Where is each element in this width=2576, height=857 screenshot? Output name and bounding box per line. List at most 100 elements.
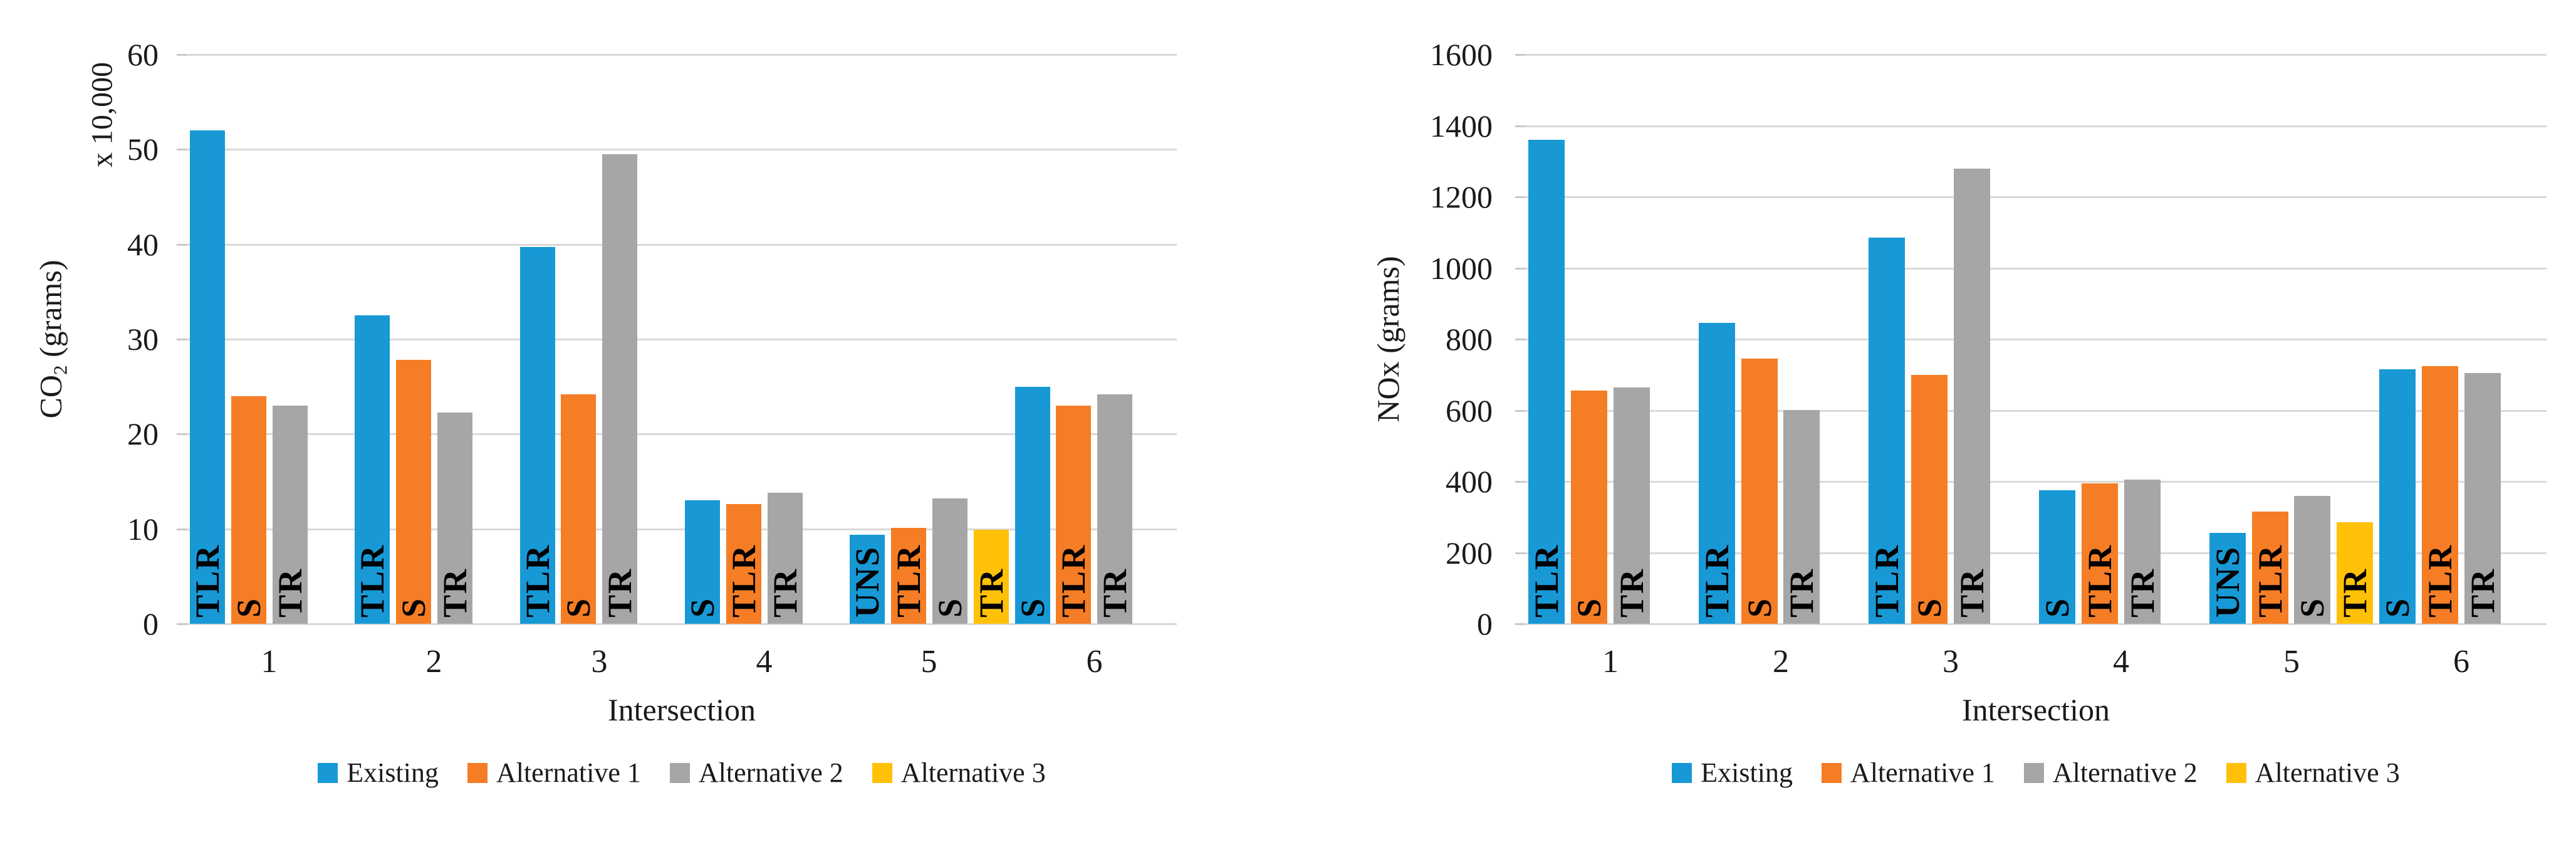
- bar-label: TLR: [725, 544, 763, 618]
- bar-intersection-2-tlr: TLR: [1698, 323, 1736, 624]
- bar-intersection-1-tr: TR: [1613, 387, 1650, 624]
- bar-intersection-1-tr: TR: [271, 406, 309, 624]
- legend-item-alternative-3: Alternative 3: [2226, 755, 2400, 791]
- y-axis-tick-label: 800: [1446, 322, 1493, 357]
- bar-label: S: [684, 597, 721, 618]
- bar-intersection-5-tr: TR: [973, 530, 1010, 624]
- gridline: [187, 244, 1177, 246]
- gridline: [1525, 481, 2547, 483]
- bar-label: UNS: [848, 545, 886, 618]
- bar-intersection-1-s: S: [230, 396, 268, 624]
- bar-intersection-5-s: S: [2293, 496, 2331, 624]
- y-axis-tick-label: 400: [1446, 464, 1493, 499]
- bar-intersection-6-tlr: TLR: [1055, 406, 1092, 624]
- bar-intersection-3-s: S: [560, 394, 597, 624]
- y-axis-tick-mark: [1515, 268, 1525, 270]
- y-axis-tick-mark: [1515, 54, 1525, 56]
- bar-label: TR: [973, 567, 1010, 618]
- bar-intersection-6-s: S: [1014, 387, 1051, 624]
- y-axis-title-text: CO: [33, 375, 68, 419]
- x-axis-tick-label: 3: [591, 644, 608, 680]
- x-axis-tick-label: 2: [425, 644, 442, 680]
- y-axis-tick-mark: [177, 623, 187, 625]
- bar-label: TLR: [189, 544, 226, 618]
- bar-intersection-5-tr: TR: [2336, 522, 2374, 624]
- x-axis-tick-label: 4: [756, 644, 773, 680]
- gridline: [1525, 410, 2547, 412]
- legend-item-alternative-2: Alternative 2: [2023, 755, 2198, 791]
- bar-intersection-2-tlr: TLR: [353, 315, 391, 624]
- bar-label: TLR: [1698, 544, 1736, 618]
- y-axis-tick-mark: [177, 433, 187, 435]
- bar-label: TLR: [2251, 544, 2289, 618]
- y-axis-tick-mark: [177, 149, 187, 150]
- bar-label: TLR: [353, 544, 391, 618]
- bar-label: TLR: [1528, 544, 1565, 618]
- gridline: [1525, 623, 2547, 625]
- bar-intersection-3-tlr: TLR: [1868, 238, 1906, 624]
- legend-swatch-icon: [2023, 763, 2044, 783]
- x-axis-tick-label: 2: [1773, 644, 1789, 680]
- y-axis-tick-label: 30: [127, 322, 159, 357]
- bar-intersection-3-tlr: TLR: [519, 247, 556, 624]
- bar-intersection-2-s: S: [1741, 359, 1778, 624]
- bar-label: S: [1014, 597, 1051, 618]
- y-axis-tick-mark: [1515, 410, 1525, 412]
- x-axis-tick-label: 5: [920, 644, 937, 680]
- bar-intersection-6-tr: TR: [1096, 394, 1134, 624]
- gridline: [1525, 125, 2547, 127]
- bar-label: TR: [1613, 567, 1650, 618]
- gridline: [187, 54, 1177, 56]
- y-axis-tick-label: 0: [143, 606, 159, 641]
- x-axis-tick-label: 6: [2453, 644, 2469, 680]
- bar-label: S: [230, 597, 268, 618]
- y-axis-tick-mark: [1515, 623, 1525, 625]
- x-axis-title: Intersection: [1961, 692, 2110, 727]
- gridline: [1525, 54, 2547, 56]
- y-axis-tick-mark: [1515, 339, 1525, 340]
- legend-label: Alternative 2: [698, 757, 843, 788]
- y-axis-tick-label: 20: [127, 416, 159, 451]
- bar-intersection-6-s: S: [2379, 369, 2416, 624]
- y-axis-tick-mark: [1515, 481, 1525, 483]
- x-axis-title: Intersection: [607, 692, 756, 727]
- y-axis-tick-label: 1000: [1430, 251, 1493, 286]
- gridline: [1525, 268, 2547, 270]
- x-axis-tick-label: 1: [261, 644, 278, 680]
- y-axis-tick-label: 0: [1477, 606, 1493, 641]
- legend-item-alternative-1: Alternative 1: [1821, 755, 1995, 791]
- bar-label: S: [931, 597, 969, 618]
- legend-item-alternative-3: Alternative 3: [872, 755, 1046, 791]
- legend-label: Alternative 1: [496, 757, 641, 788]
- bar-label: TR: [1783, 567, 1820, 618]
- y-axis-tick-label: 1400: [1430, 108, 1493, 144]
- y-axis-title-subscript: 2: [49, 365, 71, 376]
- bar-label: TLR: [890, 544, 927, 618]
- bar-intersection-2-tr: TR: [1783, 410, 1820, 624]
- gridline: [1525, 552, 2547, 554]
- legend-label: Alternative 2: [2052, 757, 2198, 788]
- bar-intersection-3-tr: TR: [1953, 169, 1991, 624]
- x-axis-tick-label: 3: [1942, 644, 1959, 680]
- gridline: [187, 433, 1177, 435]
- gridline: [1525, 339, 2547, 340]
- legend-swatch-icon: [669, 763, 690, 783]
- x-axis-tick-label: 5: [2283, 644, 2300, 680]
- x-axis-tick-label: 4: [2113, 644, 2129, 680]
- y-axis-tick-label: 40: [127, 227, 159, 262]
- bar-label: S: [2379, 597, 2416, 618]
- legend: Existing Alternative 1 Alternative 2 Altern…: [1525, 755, 2547, 791]
- y-axis-tick-mark: [177, 244, 187, 246]
- legend-label: Existing: [347, 757, 439, 788]
- x-axis-tick-label: 6: [1086, 644, 1103, 680]
- bar-label: TR: [2124, 567, 2161, 618]
- bar-label: TLR: [519, 544, 556, 618]
- bar-intersection-1-s: S: [1570, 391, 1608, 624]
- y-axis-tick-mark: [177, 528, 187, 530]
- bar-label: TR: [1096, 567, 1134, 618]
- bar-intersection-5-s: S: [931, 498, 969, 624]
- y-axis-title-text: NOx: [1370, 361, 1405, 423]
- legend-label: Alternative 1: [1850, 757, 1995, 788]
